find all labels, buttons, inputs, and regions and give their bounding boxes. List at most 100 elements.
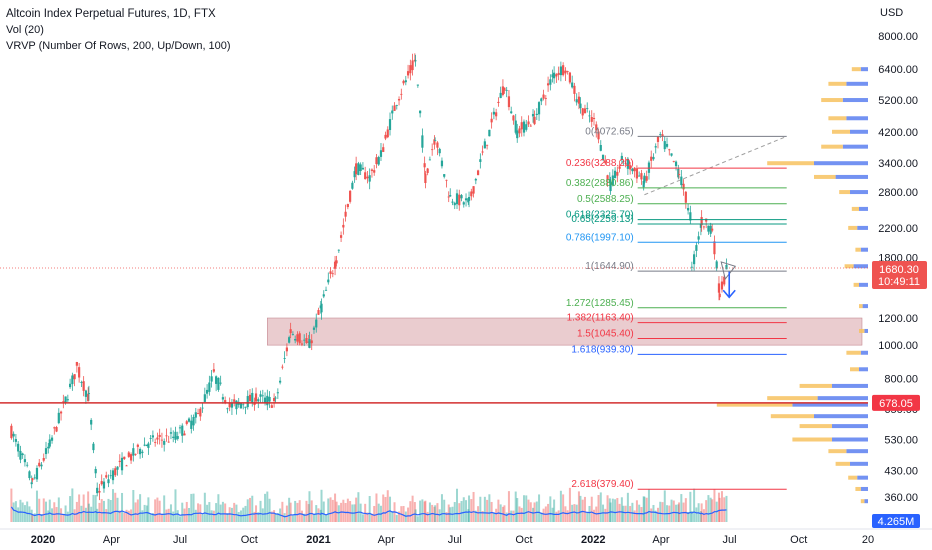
candle-body[interactable] [215, 376, 218, 384]
candle-body[interactable] [421, 135, 424, 148]
candle-body[interactable] [384, 134, 387, 139]
candle-body[interactable] [205, 389, 209, 394]
candle-body[interactable] [33, 477, 36, 479]
fib-trend-line[interactable] [644, 135, 787, 196]
candle-body[interactable] [544, 98, 547, 99]
candle-body[interactable] [30, 482, 33, 485]
candle-body[interactable] [324, 289, 328, 291]
candle-body[interactable] [382, 147, 385, 152]
candle-body[interactable] [611, 175, 614, 186]
candle-body[interactable] [242, 404, 245, 406]
candle-body[interactable] [147, 443, 150, 448]
candle-body[interactable] [393, 105, 396, 111]
candle-body[interactable] [337, 249, 340, 251]
candle-body[interactable] [434, 140, 437, 142]
candle-body[interactable] [670, 153, 673, 156]
candle-body[interactable] [87, 393, 91, 394]
candle-body[interactable] [514, 120, 517, 133]
candle-body[interactable] [406, 71, 410, 76]
candle-body[interactable] [546, 83, 550, 86]
candle-body[interactable] [599, 145, 602, 151]
candle-body[interactable] [199, 408, 202, 417]
candle-body[interactable] [436, 142, 439, 148]
candle-body[interactable] [263, 397, 267, 404]
candle-body[interactable] [495, 112, 498, 117]
candle-body[interactable] [226, 408, 229, 410]
candle-body[interactable] [527, 121, 530, 125]
candle-body[interactable] [573, 85, 576, 94]
candle-body[interactable] [377, 157, 380, 165]
candle-body[interactable] [353, 171, 356, 178]
candle-body[interactable] [626, 158, 629, 169]
candle-body[interactable] [149, 438, 152, 440]
candle-body[interactable] [87, 393, 90, 402]
candle-body[interactable] [438, 148, 441, 154]
candle-body[interactable] [71, 375, 74, 385]
candle-body[interactable] [379, 150, 383, 157]
candle-body[interactable] [431, 149, 434, 151]
candle-body[interactable] [693, 254, 696, 265]
candle-body[interactable] [181, 425, 184, 436]
candle-body[interactable] [613, 170, 617, 179]
candle-body[interactable] [700, 217, 703, 226]
candle-body[interactable] [629, 165, 632, 170]
candle-body[interactable] [577, 96, 581, 104]
candle-body[interactable] [472, 186, 475, 194]
candle-body[interactable] [483, 141, 486, 149]
candle-body[interactable] [474, 179, 477, 181]
candle-body[interactable] [169, 432, 173, 434]
candle-body[interactable] [579, 103, 582, 109]
candle-body[interactable] [268, 396, 271, 402]
candle-body[interactable] [409, 65, 412, 74]
candle-body[interactable] [107, 479, 110, 484]
candle-body[interactable] [274, 397, 277, 399]
candle-body[interactable] [303, 339, 306, 341]
candle-body[interactable] [221, 397, 225, 400]
candle-body[interactable] [156, 437, 159, 440]
candle-body[interactable] [542, 94, 545, 99]
candle-body[interactable] [92, 443, 95, 451]
candle-body[interactable] [248, 394, 252, 402]
candle-body[interactable] [575, 99, 578, 103]
candle-body[interactable] [285, 347, 288, 352]
candle-body[interactable] [525, 124, 528, 130]
candle-body[interactable] [680, 176, 683, 186]
candle-body[interactable] [339, 235, 343, 238]
candle-body[interactable] [346, 204, 349, 208]
candle-body[interactable] [505, 89, 508, 91]
candle-body[interactable] [451, 201, 454, 203]
candle-body[interactable] [413, 59, 416, 61]
candle-body[interactable] [14, 439, 18, 442]
candle-body[interactable] [510, 111, 513, 114]
candle-body[interactable] [419, 110, 422, 114]
candle-body[interactable] [663, 141, 666, 150]
candle-body[interactable] [699, 223, 702, 228]
candle-body[interactable] [194, 412, 197, 418]
candle-body[interactable] [581, 108, 584, 116]
candle-body[interactable] [368, 175, 371, 182]
candle-body[interactable] [635, 168, 639, 179]
candle-body[interactable] [296, 334, 299, 342]
candle-body[interactable] [499, 92, 502, 99]
candle-body[interactable] [566, 70, 569, 72]
candle-body[interactable] [160, 439, 164, 441]
candle-body[interactable] [134, 453, 137, 455]
candle-body[interactable] [717, 283, 721, 293]
candle-body[interactable] [279, 380, 282, 383]
candle-body[interactable] [551, 74, 554, 78]
candle-body[interactable] [713, 241, 716, 255]
candle-body[interactable] [355, 163, 358, 175]
down-arrow-icon[interactable] [722, 289, 736, 299]
candle-body[interactable] [327, 279, 330, 283]
candle-body[interactable] [357, 163, 360, 176]
candle-body[interactable] [652, 156, 655, 160]
candle-body[interactable] [402, 80, 405, 84]
candle-body[interactable] [622, 160, 625, 162]
candle-body[interactable] [476, 170, 480, 176]
candle-body[interactable] [68, 383, 72, 388]
candle-body[interactable] [42, 458, 45, 461]
candle-body[interactable] [73, 374, 76, 380]
candle-body[interactable] [497, 101, 500, 103]
candle-body[interactable] [518, 128, 521, 134]
candle-body[interactable] [555, 74, 558, 77]
